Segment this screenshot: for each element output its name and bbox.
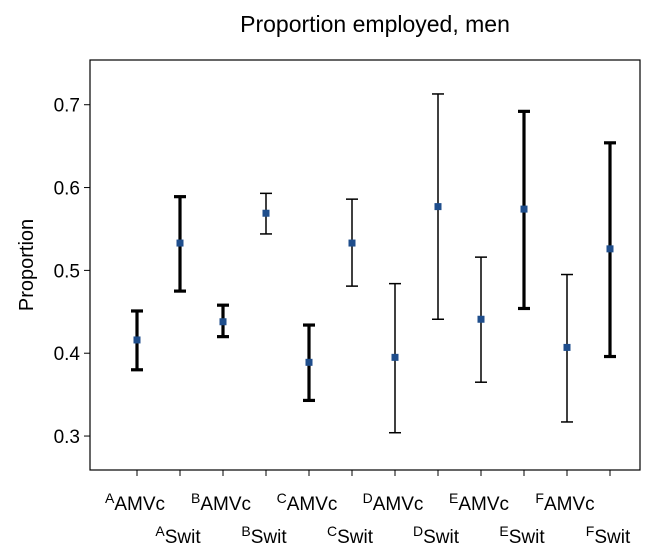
x-tick-label: CAMVc [277, 490, 338, 515]
x-tick-name: AMVc [544, 494, 595, 515]
plot-frame [89, 59, 641, 471]
x-tick-name: Swit [251, 527, 288, 548]
x-tick-superscript: E [449, 490, 458, 506]
x-tick-label: BAMVc [191, 490, 251, 515]
x-tick-superscript: C [327, 523, 337, 539]
x-tick-label: EAMVc [449, 490, 509, 515]
x-tick-name: Swit [594, 527, 631, 548]
x-tick-label: CSwit [327, 523, 374, 548]
x-tick-name: Swit [423, 527, 460, 548]
y-tick-label: 0.3 [54, 427, 80, 448]
point [563, 343, 571, 351]
y-axis-label: Proportion [16, 219, 38, 311]
x-tick-name: Swit [165, 527, 202, 548]
point [176, 239, 184, 247]
x-tick-label: DAMVc [363, 490, 424, 515]
chart-title: Proportion employed, men [240, 11, 510, 37]
x-tick-label: FAMVc [535, 490, 594, 515]
x-tick-name: AMVc [458, 494, 509, 515]
x-tick-superscript: B [191, 490, 200, 506]
point [391, 353, 399, 361]
y-tick-label: 0.4 [54, 344, 81, 365]
x-tick-superscript: B [241, 523, 250, 539]
point [520, 205, 528, 213]
x-tick-superscript: C [277, 490, 287, 506]
point [133, 336, 141, 344]
y-tick-label: 0.5 [54, 261, 80, 282]
x-tick-label: ASwit [155, 523, 201, 548]
x-tick-name: Swit [337, 527, 374, 548]
x-tick-name: AMVc [200, 494, 251, 515]
point [477, 315, 485, 323]
point [262, 209, 270, 217]
x-tick-label: BSwit [241, 523, 287, 548]
x-tick-label: FSwit [586, 523, 631, 548]
x-tick-superscript: A [155, 523, 165, 539]
x-tick-label: ESwit [499, 523, 545, 548]
x-tick-name: AMVc [287, 494, 338, 515]
x-tick-name: Swit [509, 527, 546, 548]
point [219, 318, 227, 326]
x-tick-name: AMVc [373, 494, 424, 515]
point [434, 203, 442, 211]
point [348, 239, 356, 247]
y-tick-label: 0.6 [54, 179, 80, 200]
x-tick-superscript: A [105, 490, 115, 506]
x-tick-superscript: E [499, 523, 508, 539]
point [606, 245, 614, 253]
x-tick-label: DSwit [413, 523, 460, 548]
x-tick-label: AAMVc [105, 490, 165, 515]
x-tick-superscript: F [535, 490, 544, 506]
point [305, 358, 313, 366]
x-tick-superscript: F [586, 523, 595, 539]
x-tick-name: AMVc [114, 494, 165, 515]
x-tick-superscript: D [363, 490, 373, 506]
x-tick-superscript: D [413, 523, 423, 539]
y-tick-label: 0.7 [54, 96, 80, 117]
